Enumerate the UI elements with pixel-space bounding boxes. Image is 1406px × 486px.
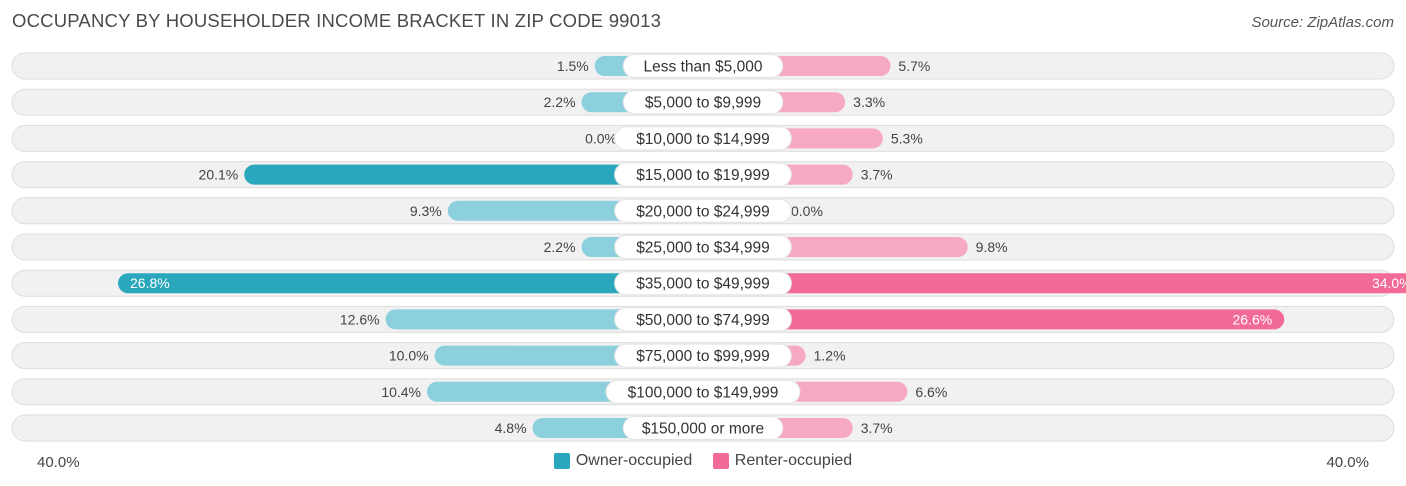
owner-value-label: 4.8%	[495, 420, 527, 436]
renter-value-label: 3.3%	[853, 94, 885, 110]
legend-owner: Owner-occupied	[553, 452, 693, 470]
owner-value-label: 10.4%	[381, 384, 421, 400]
category-pill	[614, 235, 792, 259]
owner-value-label: 10.0%	[389, 348, 429, 364]
category-pill	[622, 416, 784, 440]
category-pill	[614, 271, 792, 296]
owner-value-label: 2.2%	[544, 94, 576, 110]
category-label: $15,000 to $19,999	[636, 167, 770, 184]
renter-value-label: 5.3%	[891, 130, 923, 146]
legend-renter-swatch	[712, 453, 729, 469]
category-label: $75,000 to $99,999	[636, 348, 770, 365]
legend-owner-swatch	[553, 453, 570, 469]
chart-title: OCCUPANCY BY HOUSEHOLDER INCOME BRACKET …	[12, 10, 662, 31]
category-label: $35,000 to $49,999	[636, 276, 770, 293]
category-label: $150,000 or more	[642, 421, 764, 438]
category-pill	[614, 198, 792, 223]
renter-value-label: 6.6%	[915, 384, 947, 400]
category-label: $100,000 to $149,999	[628, 384, 779, 401]
axis-right-label: 40.0%	[1326, 454, 1369, 471]
legend: Owner-occupied Renter-occupied	[0, 452, 1406, 474]
renter-value-label: 1.2%	[814, 348, 846, 364]
owner-value-label: 2.2%	[544, 239, 576, 255]
legend-renter: Renter-occupied	[712, 452, 853, 470]
category-pill	[605, 379, 801, 404]
owner-value-label: 9.3%	[410, 203, 442, 219]
renter-bar	[703, 273, 1406, 294]
category-label: Less than $5,000	[644, 59, 763, 76]
category-label: $10,000 to $14,999	[636, 131, 770, 148]
category-pill	[622, 54, 784, 78]
renter-value-label: 5.7%	[898, 58, 930, 74]
chart-source: Source: ZipAtlas.com	[1251, 14, 1394, 31]
axis-left-label: 40.0%	[37, 454, 80, 471]
owner-bar	[244, 164, 703, 185]
owner-value-label: 12.6%	[340, 311, 380, 327]
category-pill	[614, 307, 792, 332]
renter-value-label: 3.7%	[861, 420, 893, 436]
category-pill	[614, 343, 792, 368]
owner-value-label: 0.0%	[585, 130, 617, 146]
renter-value-label: 9.8%	[976, 239, 1008, 255]
category-label: $25,000 to $34,999	[636, 240, 770, 257]
renter-value-label: 0.0%	[791, 203, 823, 219]
owner-value-label: 1.5%	[557, 58, 589, 74]
renter-value-label: 26.6%	[1233, 311, 1273, 327]
bar-chart: 1.5% 5.7% Less than $5,000 2.2% 3.3% $5,000 t…	[11, 52, 1406, 442]
renter-bar	[703, 309, 1285, 330]
owner-bar	[118, 273, 703, 294]
category-pill	[614, 126, 792, 151]
legend-owner-label: Owner-occupied	[575, 452, 693, 469]
renter-value-label: 34.0%	[1372, 275, 1406, 291]
category-pill	[614, 162, 792, 187]
owner-value-label: 20.1%	[199, 167, 239, 183]
category-label: $20,000 to $24,999	[636, 203, 770, 220]
owner-value-label: 26.8%	[130, 275, 170, 291]
category-label: $50,000 to $74,999	[636, 312, 770, 329]
category-pill	[622, 90, 784, 115]
category-label: $5,000 to $9,999	[645, 95, 761, 112]
renter-value-label: 3.7%	[861, 167, 893, 183]
legend-renter-label: Renter-occupied	[734, 452, 853, 469]
